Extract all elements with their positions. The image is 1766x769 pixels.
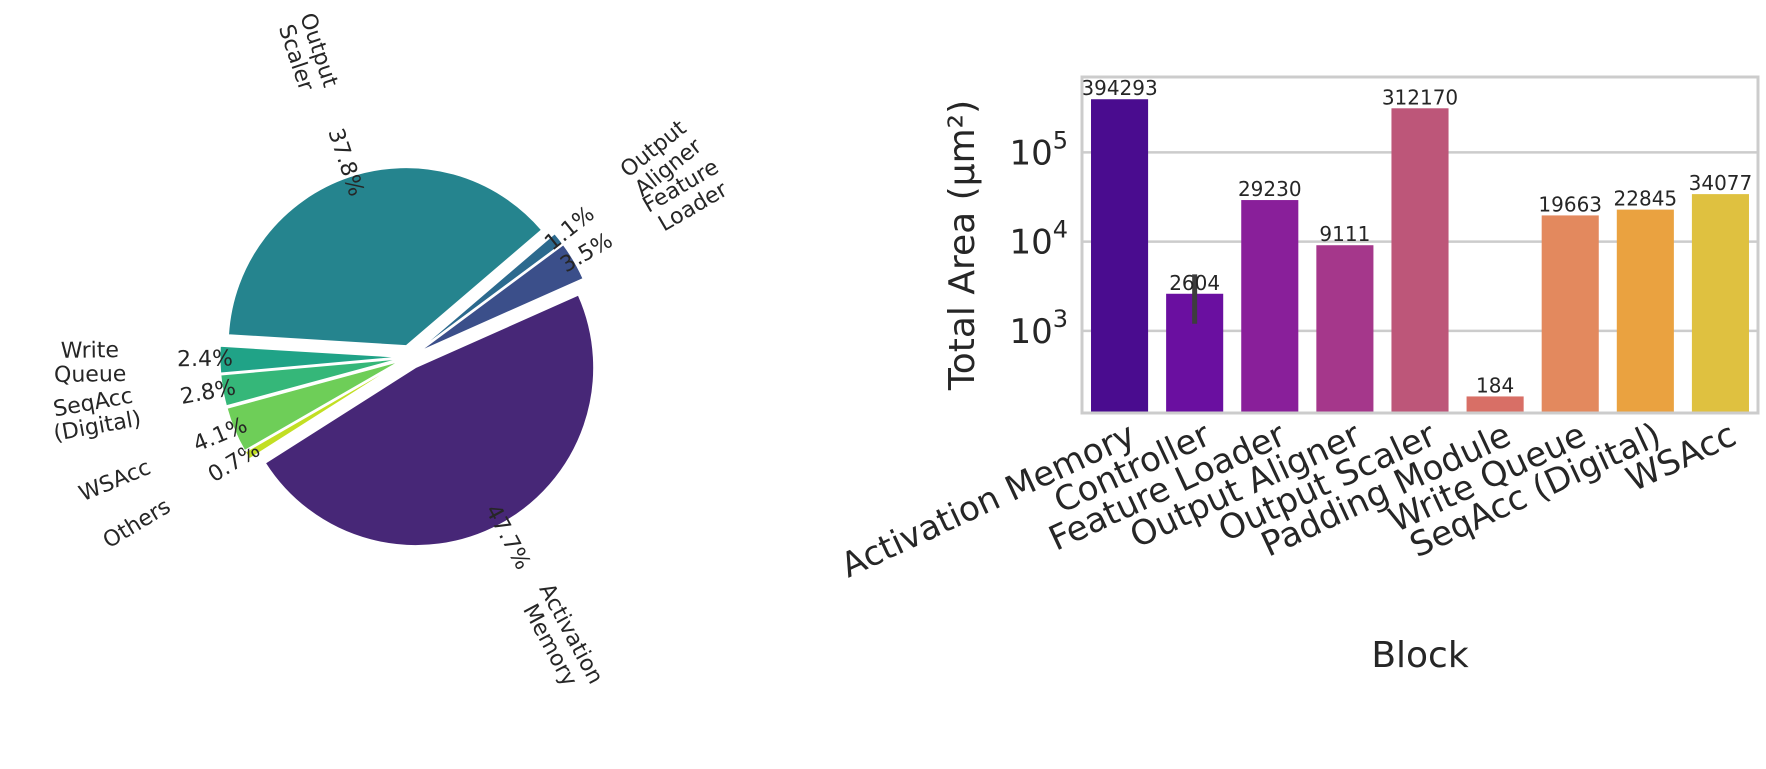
pie-pct-activation-memory: 47.7% [480, 501, 535, 574]
pie-slice-activation-memory [264, 294, 595, 547]
bar-wsacc [1691, 194, 1749, 413]
ytick-5: 105 [1009, 126, 1068, 173]
pie-label-write-queue: WriteQueue [54, 338, 127, 388]
bar-value-output-scaler: 312170 [1382, 85, 1458, 109]
bar-value-output-aligner: 9111 [1319, 222, 1370, 246]
bar-feature-loader [1241, 200, 1299, 413]
bar-output-scaler [1391, 108, 1449, 413]
bar-output-aligner [1316, 245, 1374, 413]
bar-value-controller: 2604 [1169, 271, 1220, 295]
pie-slice-feature-loader [420, 244, 584, 352]
plot-frame [1080, 75, 1760, 415]
bar-padding-module [1466, 396, 1524, 413]
pie-slice-output-aligner [419, 233, 564, 350]
ytick-3: 103 [1009, 305, 1068, 352]
bar-write-queue [1541, 215, 1599, 413]
pie-chart: 47.7%ActivationMemory0.7%Others4.1%WSAcc… [47, 10, 732, 700]
pie-slice-seqacc-digital [220, 358, 399, 407]
bar-activation-memory [1091, 99, 1149, 413]
pie-label-others: Others [99, 494, 175, 554]
bar-value-padding-module: 184 [1476, 373, 1514, 397]
pie-slice-others [244, 362, 401, 460]
bar-value-activation-memory: 394293 [1081, 76, 1157, 100]
bar-seqacc-digital [1616, 209, 1674, 413]
pie-label-seqacc-digital: SeqAcc(Digital) [47, 383, 143, 447]
pie-slice-output-scaler [227, 167, 543, 347]
bar-value-write-queue: 19663 [1538, 192, 1602, 216]
pie-label-activation-memory: ActivationMemory [512, 580, 607, 700]
pie-slice-write-queue [219, 345, 399, 374]
bar-value-seqacc-digital: 22845 [1614, 187, 1678, 211]
pie-label-output-scaler: OutputScaler [272, 10, 343, 98]
pie-pct-write-queue: 2.4% [177, 346, 233, 372]
pie-label-wsacc: WSAcc [76, 455, 155, 507]
bar-value-feature-loader: 29230 [1238, 177, 1302, 201]
pie-slice-wsacc [226, 361, 400, 452]
ytick-4: 104 [1009, 216, 1068, 263]
y-axis-label: Total Area (µm²) [942, 100, 983, 391]
x-axis-label: Block [1371, 635, 1469, 676]
bar-value-wsacc: 34077 [1689, 171, 1753, 195]
